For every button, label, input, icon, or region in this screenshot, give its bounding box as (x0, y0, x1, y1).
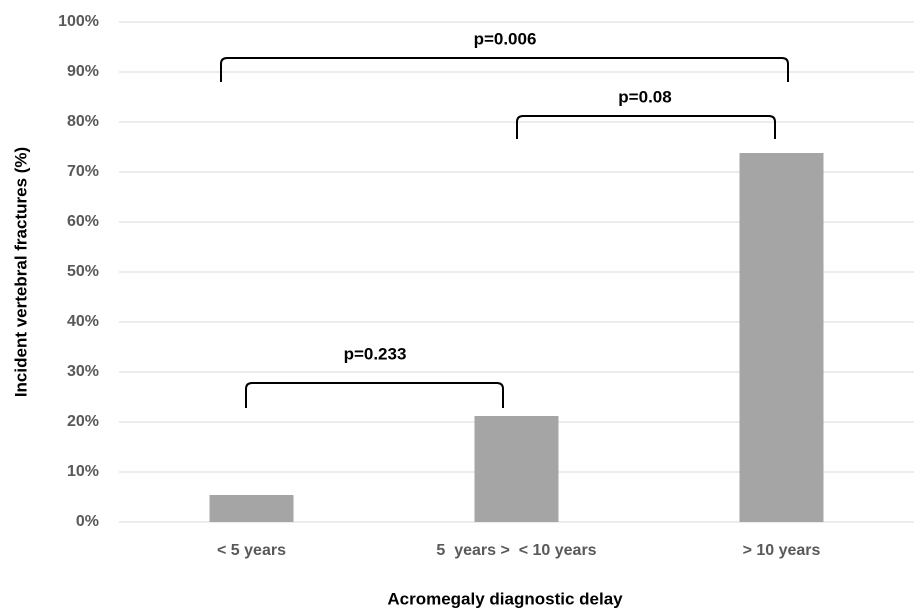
y-tick-label: 80% (67, 113, 99, 130)
bracket (516, 115, 776, 139)
y-tick-label: 50% (67, 263, 99, 280)
y-tick-label: 10% (67, 463, 99, 480)
y-tick-label: 40% (67, 313, 99, 330)
y-tick-label: 60% (67, 213, 99, 230)
x-axis-title: Acromegaly diagnostic delay (387, 589, 623, 608)
bracket (220, 57, 789, 82)
y-axis-title: Incident vertebral fractures (%) (11, 147, 30, 397)
x-tick-label: < 5 years (217, 542, 286, 559)
bar (209, 495, 294, 522)
y-tick-label: 90% (67, 63, 99, 80)
bar (739, 153, 824, 522)
bracket (245, 382, 504, 408)
annotation: p=0.233 (344, 344, 407, 363)
bar (474, 416, 559, 522)
y-tick-label: 30% (67, 363, 99, 380)
y-tick-label: 70% (67, 163, 99, 180)
y-tick-label: 100% (58, 13, 99, 30)
y-tick-label: 0% (76, 513, 99, 530)
annotation: p=0.006 (474, 29, 537, 48)
annotation: p=0.08 (618, 87, 671, 106)
x-tick-label: > 10 years (743, 542, 821, 559)
y-tick-label: 20% (67, 413, 99, 430)
x-tick-label: 5 years > < 10 years (436, 542, 596, 559)
